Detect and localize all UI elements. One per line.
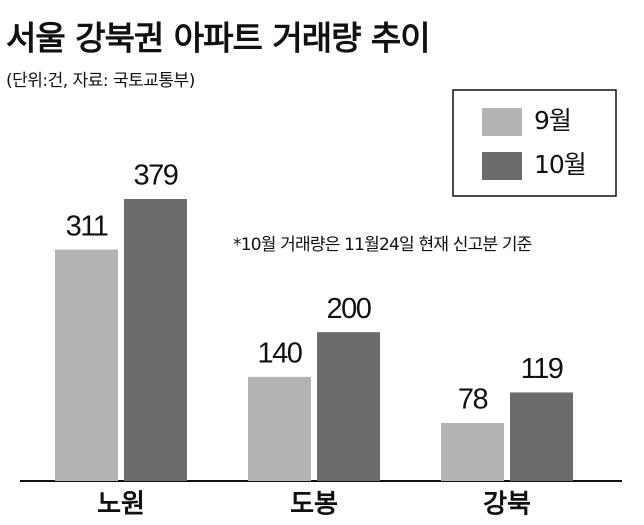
chart-title: 서울 강북권 아파트 거래량 추이 [6,19,430,58]
value-label: 140 [258,337,302,369]
x-tick-label: 도봉 [290,490,338,520]
bar [317,332,380,481]
bar [510,392,573,481]
value-label: 379 [134,160,178,192]
value-label: 311 [66,210,108,242]
bar [248,376,311,481]
value-label: 119 [521,353,563,385]
legend-swatch [482,152,522,180]
bar [55,249,118,481]
chart-note: *10월 거래량은 11월24일 현재 신고분 기준 [233,235,532,255]
legend-swatch [482,108,522,136]
bar [124,199,187,481]
x-tick-label: 노원 [97,490,145,520]
value-label: 78 [458,384,488,416]
legend-box [452,89,617,197]
bar [441,422,504,481]
value-label: 200 [327,293,371,325]
legend-label: 9월 [534,106,571,135]
legend-label: 10월 [534,150,586,179]
x-tick-label: 강북 [483,490,531,520]
chart-subtitle: (단위:건, 자료: 국토교통부) [6,71,195,91]
